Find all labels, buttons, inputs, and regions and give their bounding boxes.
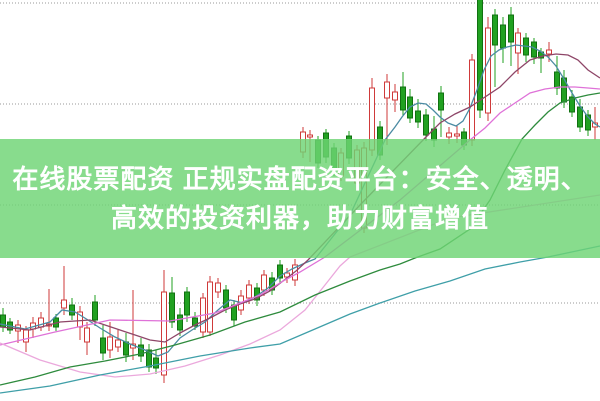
promo-banner-line1: 在线股票配资 正规实盘配资平台：安全、透明、 — [12, 163, 588, 194]
ma-pale-pink — [0, 194, 600, 378]
ma-short-steelblue — [0, 44, 600, 357]
ma-maroon — [0, 53, 600, 343]
ma-cadet-teal — [0, 245, 600, 394]
promo-banner: 在线股票配资 正规实盘配资平台：安全、透明、 高效的投资利器，助力财富增值 — [0, 139, 600, 258]
promo-banner-line2: 高效的投资利器，助力财富增值 — [110, 202, 489, 233]
ma-dark-green — [0, 92, 600, 386]
